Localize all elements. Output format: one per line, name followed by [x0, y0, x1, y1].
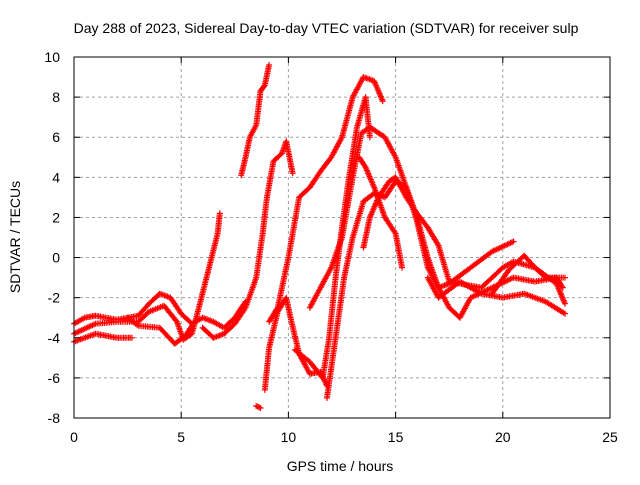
- y-tick-label: 6: [52, 129, 60, 145]
- x-tick-label: 5: [177, 429, 185, 445]
- axis-ticks: 0 5 10 15 20 25 -8 -6 -4 -2 0 2 4 6 8 10: [44, 49, 618, 445]
- y-tick-label: -8: [48, 410, 61, 426]
- x-axis-label: GPS time / hours: [287, 458, 394, 474]
- y-tick-label: 2: [52, 209, 60, 225]
- series-arc-9-markers: [253, 403, 264, 411]
- x-tick-label: 20: [495, 429, 511, 445]
- x-tick-label: 10: [281, 429, 297, 445]
- series-arc-8-markers: [266, 74, 386, 325]
- y-tick-label: -2: [48, 290, 61, 306]
- y-tick-label: -4: [48, 330, 61, 346]
- y-axis-label: SDTVAR / TECUs: [7, 181, 23, 293]
- series-arc-16-markers: [489, 252, 568, 297]
- series-arc-13-markers: [356, 154, 405, 271]
- series-arc-7-markers: [261, 294, 330, 393]
- series-arc-4-markers: [124, 314, 195, 347]
- series-arc-6-markers: [238, 62, 273, 179]
- chart-title: Day 288 of 2023, Sidereal Day-to-day VTE…: [74, 20, 579, 36]
- data-series: [71, 62, 568, 411]
- series-arc-5-markers: [199, 138, 296, 341]
- x-tick-label: 25: [602, 429, 618, 445]
- y-tick-label: 4: [52, 169, 60, 185]
- series-arc-15-markers: [424, 274, 568, 317]
- series-arc-3-markers: [71, 210, 223, 343]
- x-tick-label: 15: [388, 429, 404, 445]
- plot-border: [73, 56, 611, 419]
- y-tick-label: -6: [48, 370, 61, 386]
- y-tick-label: 0: [52, 250, 60, 266]
- y-tick-label: 8: [52, 89, 60, 105]
- y-tick-label: 10: [44, 49, 60, 65]
- x-tick-label: 0: [70, 429, 78, 445]
